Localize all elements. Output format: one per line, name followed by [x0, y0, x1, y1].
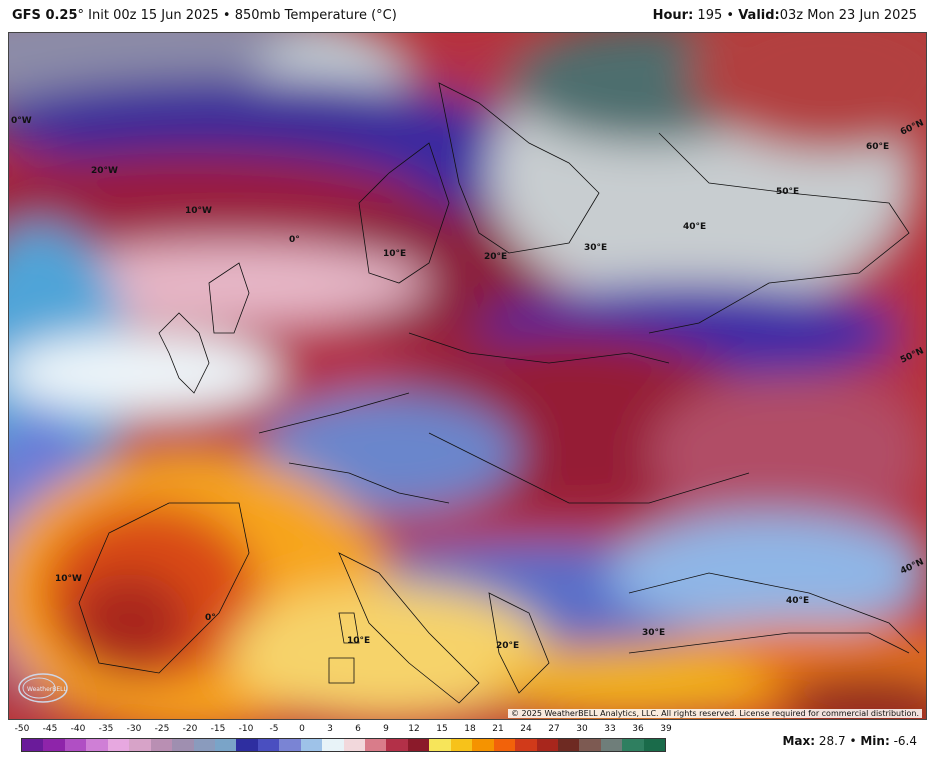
legend-color-cell	[407, 739, 430, 751]
map-canvas: 0°W 20°W 10°W 0° 10°E 20°E 30°E 40°E 50°…	[9, 33, 926, 719]
legend-tick-label: 39	[660, 724, 672, 734]
lon-label: 30°E	[584, 243, 607, 253]
legend-color-cell	[300, 739, 323, 751]
lon-label: 40°E	[786, 596, 809, 606]
separator: •	[222, 8, 231, 23]
lon-label: 30°E	[642, 628, 665, 638]
legend-ticks: -50 -45 -40 -35 -30 -25 -20 -15 -10 -5 0 3 6 9 12 15 18 2…	[14, 724, 674, 738]
legend-color-cell	[600, 739, 623, 751]
max-min-stats: Max: 28.7 • Min: -6.4	[782, 734, 917, 748]
legend-tick-label: 24	[520, 724, 532, 734]
legend-color-cell	[193, 739, 215, 751]
legend-tick-label: 15	[436, 724, 448, 734]
lon-label: 0°	[289, 235, 300, 245]
hour-value: 195	[697, 8, 723, 23]
legend-tick-label: -15	[210, 724, 226, 734]
legend-color-cell	[386, 739, 408, 751]
legend-color-cell	[536, 739, 558, 751]
lon-label: 0°W	[11, 116, 32, 126]
legend-color-cell	[64, 739, 87, 751]
legend-color-cell	[279, 739, 301, 751]
lon-label: 20°W	[91, 166, 118, 176]
legend-color-cell	[622, 739, 644, 751]
copyright-notice: © 2025 WeatherBELL Analytics, LLC. All r…	[508, 709, 922, 718]
legend-tick-label: -50	[14, 724, 30, 734]
legend-color-cell	[172, 739, 194, 751]
legend-color-cell	[129, 739, 151, 751]
legend-tick-label: 3	[327, 724, 333, 734]
lon-label: 50°E	[776, 187, 799, 197]
legend-color-cell	[515, 739, 537, 751]
product-name: 850mb Temperature (°C)	[234, 8, 397, 23]
legend-color-cell	[22, 739, 44, 751]
lon-label: 60°E	[866, 142, 889, 152]
legend-tick-label: 18	[464, 724, 476, 734]
legend-color-cell	[150, 739, 173, 751]
coastlines	[78, 82, 920, 704]
legend-color-cell	[579, 739, 601, 751]
legend-tick-label: -10	[238, 724, 254, 734]
legend-tick-label: 27	[548, 724, 560, 734]
legend-tick-label: 21	[492, 724, 504, 734]
model-name: GFS 0.25	[12, 8, 78, 23]
legend-color-cell	[107, 739, 130, 751]
legend-color-cell	[365, 739, 387, 751]
legend-tick-label: -45	[42, 724, 58, 734]
lon-label: 20°E	[496, 641, 519, 651]
valid-value: 03z Mon 23 Jun 2025	[779, 8, 917, 23]
legend-color-cell	[343, 739, 365, 751]
legend-color-cell	[257, 739, 280, 751]
legend-tick-label: -30	[126, 724, 142, 734]
header: GFS 0.25° Init 00z 15 Jun 2025 • 850mb T…	[0, 0, 935, 32]
max-label: Max:	[782, 734, 816, 748]
temperature-map[interactable]: 0°W 20°W 10°W 0° 10°E 20°E 30°E 40°E 50°…	[8, 32, 927, 720]
legend-tick-label: 0	[299, 724, 305, 734]
legend-color-cell	[214, 739, 237, 751]
legend-tick-label: 9	[383, 724, 389, 734]
lon-label: 20°E	[484, 252, 507, 262]
init-time: Init 00z 15 Jun 2025	[88, 8, 219, 23]
legend-bar	[21, 738, 666, 752]
legend-tick-label: 36	[632, 724, 644, 734]
legend-tick-label: -35	[98, 724, 114, 734]
legend-tick-label: 12	[408, 724, 420, 734]
legend-color-cell	[472, 739, 494, 751]
lon-label: 0°	[205, 613, 216, 623]
separator: •	[726, 8, 735, 23]
legend-color-cell	[493, 739, 516, 751]
legend-tick-label: 6	[355, 724, 361, 734]
legend-tick-label: -20	[182, 724, 198, 734]
title-right: Hour: 195 • Valid:03z Mon 23 Jun 2025	[653, 0, 917, 32]
valid-label: Valid:	[738, 8, 780, 23]
temperature-field	[9, 33, 926, 719]
legend-tick-label: 33	[604, 724, 616, 734]
legend-color-cell	[236, 739, 258, 751]
lon-label: 10°W	[185, 206, 212, 216]
legend-color-cell	[86, 739, 108, 751]
hour-label: Hour:	[652, 8, 694, 23]
lon-label: 10°E	[347, 636, 370, 646]
lon-label: 10°W	[55, 574, 82, 584]
lon-label: 40°E	[683, 222, 706, 232]
title-left: GFS 0.25° Init 00z 15 Jun 2025 • 850mb T…	[12, 0, 397, 32]
lon-label: 10°E	[383, 249, 406, 259]
weatherbell-logo-icon: WeatherBELL	[18, 673, 68, 703]
min-label: Min:	[860, 734, 890, 748]
legend-tick-label: -25	[154, 724, 170, 734]
logo-text: WeatherBELL	[27, 686, 68, 693]
legend-color-cell	[643, 739, 666, 751]
min-value: -6.4	[893, 734, 917, 748]
legend-color-cell	[450, 739, 473, 751]
legend-color-cell	[43, 739, 65, 751]
model-suffix: °	[77, 8, 85, 23]
legend-color-cell	[322, 739, 344, 751]
legend-tick-label: -5	[269, 724, 279, 734]
legend-tick-label: -40	[70, 724, 86, 734]
legend-color-cell	[557, 739, 580, 751]
max-value: 28.7	[818, 734, 846, 748]
stats-separator: •	[849, 734, 857, 748]
color-legend: -50 -45 -40 -35 -30 -25 -20 -15 -10 -5 0 3 6 9 12 15 18 2…	[14, 724, 674, 764]
legend-color-cell	[429, 739, 451, 751]
legend-tick-label: 30	[576, 724, 588, 734]
